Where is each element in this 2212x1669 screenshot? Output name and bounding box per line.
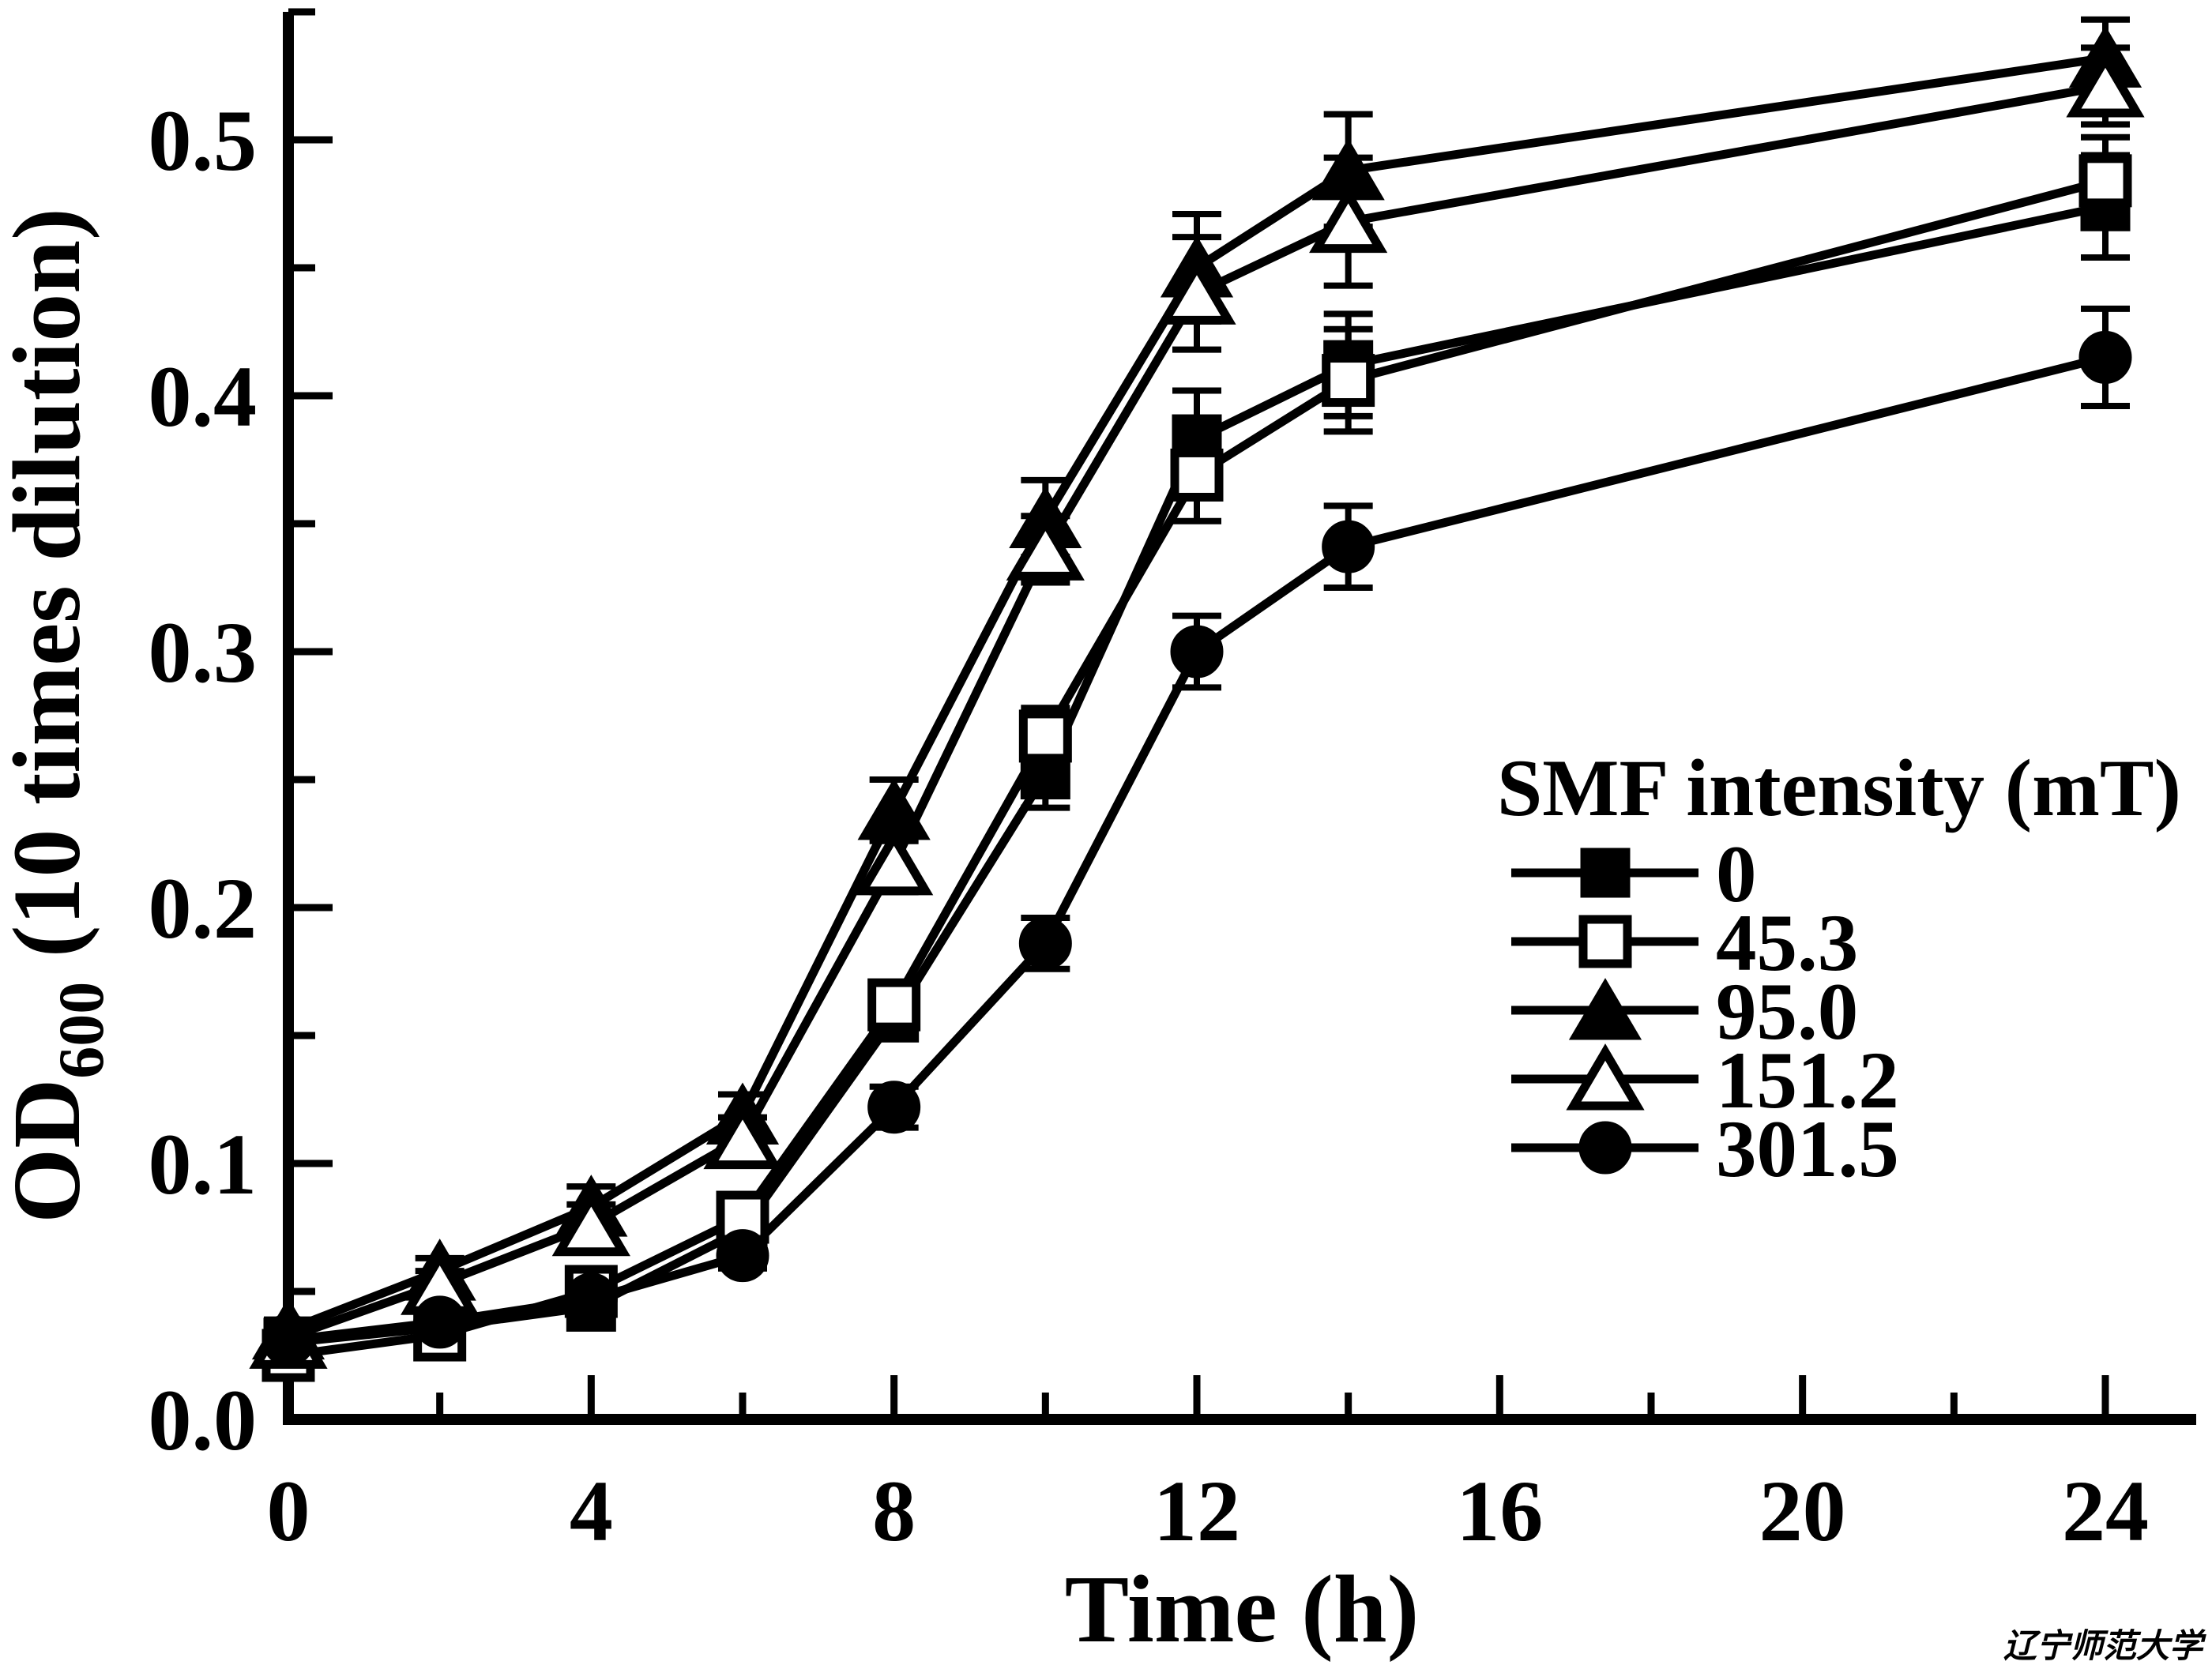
y-axis-title-rest: (10 times dilution)	[0, 208, 100, 981]
x-tick-label: 0	[267, 1463, 310, 1559]
legend-label: 301.5	[1716, 1104, 1899, 1194]
legend-item-151.2: 151.2	[1511, 1036, 1899, 1126]
data-point-marker-circle-filled	[1170, 625, 1224, 679]
legend-label: 45.3	[1716, 898, 1858, 988]
y-tick-label: 0.3	[149, 604, 258, 701]
data-point-marker-circle-filled	[2078, 330, 2132, 384]
data-point-marker-square-open	[1322, 354, 1375, 408]
data-point-marker-circle-filled	[867, 1081, 921, 1134]
legend-marker-triangle-filled	[1568, 978, 1642, 1040]
legend-marker-square-open	[1578, 915, 1632, 968]
y-axis-title-subscript: 600	[45, 982, 117, 1079]
y-axis-title: OD600 (10 times dilution)	[0, 208, 117, 1223]
data-point-marker-triangle-open	[1157, 257, 1236, 325]
legend-label: 151.2	[1716, 1036, 1899, 1126]
data-point-marker-triangle-open	[1309, 186, 1388, 254]
legend-item-301.5: 301.5	[1511, 1104, 1899, 1194]
data-point-marker-triangle-open	[2066, 51, 2145, 118]
x-tick-label: 4	[570, 1463, 613, 1559]
legend-title: SMF intensity (mT)	[1497, 743, 2181, 833]
legend-marker-circle-filled	[1578, 1121, 1632, 1175]
y-tick-label: 0.1	[149, 1116, 258, 1212]
x-tick-label: 20	[1759, 1463, 1846, 1559]
data-point-marker-triangle-open	[855, 829, 934, 896]
data-point-marker-square-open	[867, 978, 921, 1032]
legend-item-0: 0	[1511, 829, 1757, 919]
data-point-marker-circle-filled	[564, 1272, 618, 1326]
data-point-marker-square-open	[1018, 709, 1072, 763]
x-tick-label: 12	[1153, 1463, 1240, 1559]
series-301.5-markers	[261, 330, 2132, 1367]
data-point-marker-square-open	[1170, 448, 1224, 502]
y-axis-title-main: OD	[0, 1079, 100, 1224]
data-point-marker-triangle-open	[703, 1102, 782, 1170]
data-point-marker-circle-filled	[413, 1295, 467, 1349]
legend-marker-square-filled	[1580, 848, 1631, 898]
data-point-marker-circle-filled	[261, 1314, 315, 1367]
data-point-marker-circle-filled	[1322, 520, 1375, 573]
x-tick-label: 8	[872, 1463, 916, 1559]
legend-item-45.3: 45.3	[1511, 898, 1858, 988]
legend-label: 0	[1716, 829, 1757, 919]
data-point-marker-square-open	[2078, 154, 2132, 208]
watermark: 辽宁师范大学	[2003, 1626, 2206, 1665]
legend-item-95.0: 95.0	[1511, 967, 1858, 1057]
x-tick-label: 16	[1456, 1463, 1543, 1559]
legend-label: 95.0	[1716, 967, 1858, 1057]
x-tick-label: 24	[2062, 1463, 2149, 1559]
y-tick-label: 0.5	[149, 92, 258, 189]
x-axis-title: Time (h)	[1065, 1556, 1419, 1663]
data-point-marker-triangle-open	[551, 1189, 630, 1257]
legend-marker-triangle-open	[1566, 1043, 1645, 1111]
data-point-marker-circle-filled	[1018, 916, 1072, 970]
plot-layer: 0 4 8 12 16 20 24 0.0 0.1 0.2 0.3 0.4 0.5	[149, 8, 2196, 1559]
data-point-marker-circle-filled	[716, 1229, 769, 1283]
y-tick-label: 0.0	[149, 1372, 258, 1468]
data-point-marker-triangle-open	[1006, 513, 1085, 581]
series-151.2-markers	[249, 51, 2145, 1369]
y-tick-label: 0.2	[149, 860, 258, 957]
y-tick-label: 0.4	[149, 348, 258, 445]
